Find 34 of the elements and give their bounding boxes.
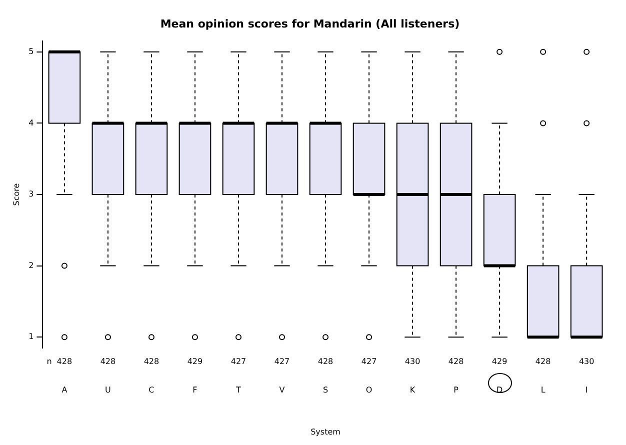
x-tick-label: O xyxy=(366,386,372,395)
x-tick-label: K xyxy=(410,386,416,395)
text: n xyxy=(46,356,52,366)
text: 428 xyxy=(448,356,464,366)
text: 429 xyxy=(187,356,203,366)
y-axis-title: Score xyxy=(12,183,21,206)
x-tick-label: T xyxy=(235,386,242,395)
text: 430 xyxy=(404,356,420,366)
y-tick-label: 4 xyxy=(28,118,34,128)
y-tick-label: 2 xyxy=(28,260,34,270)
text: 428 xyxy=(56,356,72,366)
x-tick-label: P xyxy=(454,386,459,395)
y-tick-label: 1 xyxy=(28,332,34,342)
text: 428 xyxy=(100,356,116,366)
text: 427 xyxy=(230,356,246,366)
x-tick-label: U xyxy=(105,386,112,395)
x-tick-label: I xyxy=(585,386,588,395)
x-tick-label: S xyxy=(322,386,328,395)
text: 430 xyxy=(578,356,594,366)
text: 428 xyxy=(535,356,551,366)
x-tick-label: V xyxy=(279,386,286,395)
chart-title: Mean opinion scores for Mandarin (All listeners) xyxy=(160,17,460,30)
y-tick-label: 5 xyxy=(28,46,34,56)
x-axis-title: System xyxy=(310,427,341,436)
text: 429 xyxy=(492,356,508,366)
x-tick-label: L xyxy=(540,386,546,395)
x-tick-label: C xyxy=(148,386,155,395)
text: 427 xyxy=(274,356,290,366)
x-tick-label: F xyxy=(192,386,198,395)
text: 428 xyxy=(144,356,160,366)
text: 428 xyxy=(318,356,334,366)
y-tick-label: 3 xyxy=(28,190,34,199)
x-tick-label: A xyxy=(62,386,68,395)
text: 427 xyxy=(361,356,377,366)
